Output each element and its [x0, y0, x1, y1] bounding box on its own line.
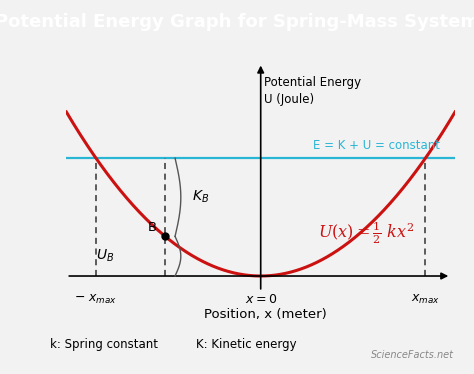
Text: k: Spring constant: k: Spring constant: [50, 338, 158, 350]
Text: E = K + U = constant: E = K + U = constant: [313, 139, 440, 152]
Text: $x = 0$: $x = 0$: [245, 293, 277, 306]
Text: K: Kinetic energy: K: Kinetic energy: [196, 338, 297, 350]
Text: B: B: [148, 221, 157, 234]
Text: $K_B$: $K_B$: [191, 189, 209, 205]
Text: Position, x (meter): Position, x (meter): [204, 308, 327, 321]
Text: Potential Energy Graph for Spring-Mass System: Potential Energy Graph for Spring-Mass S…: [0, 13, 474, 31]
Text: Potential Energy
U (Joule): Potential Energy U (Joule): [264, 76, 361, 106]
Text: ScienceFacts.net: ScienceFacts.net: [371, 350, 454, 360]
Text: $U_B$: $U_B$: [96, 248, 114, 264]
Text: $x_{max}$: $x_{max}$: [411, 293, 440, 306]
Text: $-\ x_{max}$: $-\ x_{max}$: [74, 293, 118, 306]
Text: $U(x) = \frac{1}{2}\ kx^2$: $U(x) = \frac{1}{2}\ kx^2$: [319, 220, 414, 246]
